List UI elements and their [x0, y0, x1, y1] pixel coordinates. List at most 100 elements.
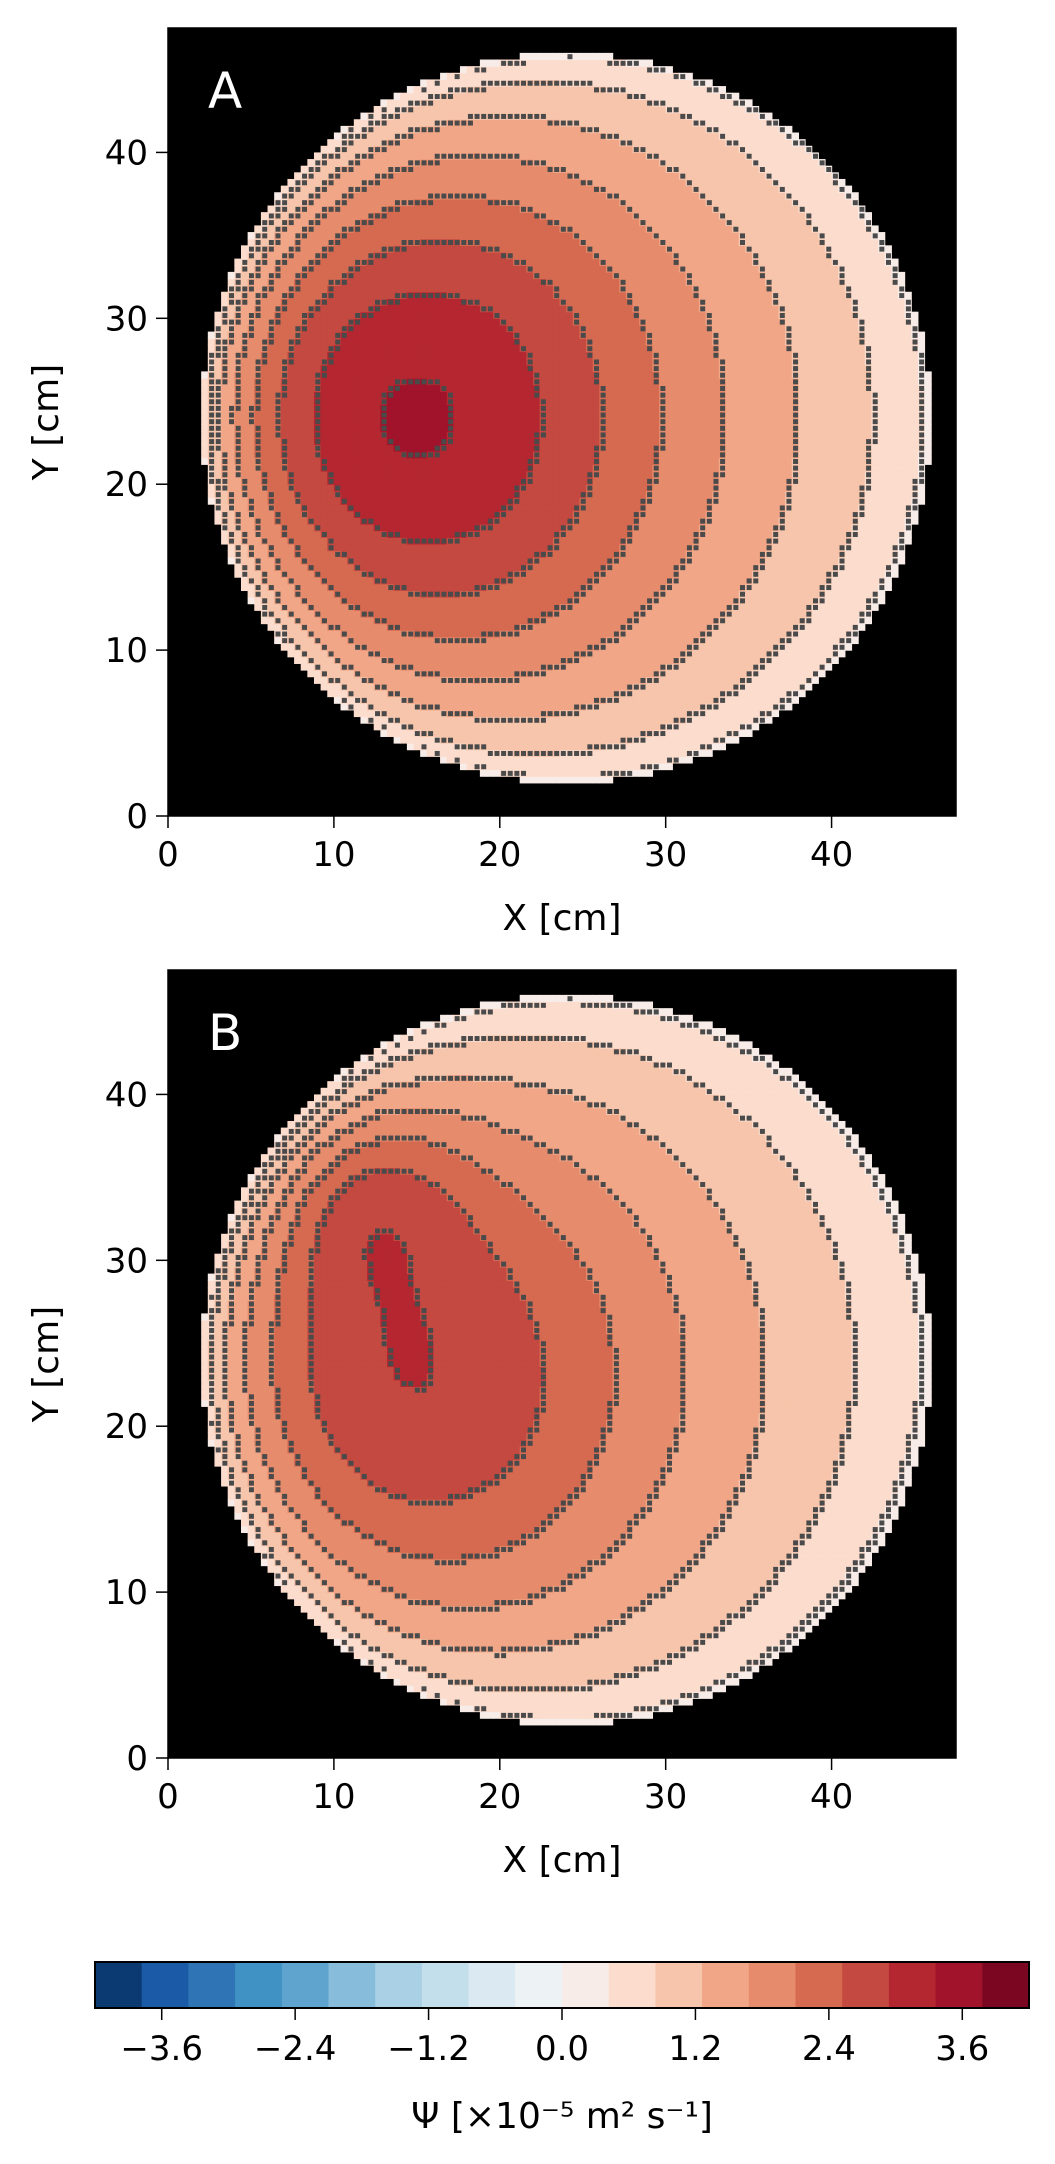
- contour-cell: [347, 437, 355, 445]
- contour-cell: [473, 610, 481, 618]
- contour-cell: [420, 411, 428, 419]
- contour-cell: [373, 451, 381, 459]
- contour-cell: [327, 663, 335, 671]
- contour-cell: [532, 298, 541, 306]
- contour-cell: [247, 477, 255, 485]
- contour-cell: [420, 185, 428, 193]
- contour-cell: [552, 225, 561, 233]
- contour-cell: [572, 105, 581, 114]
- contour-cell: [433, 397, 441, 406]
- contour-cell: [413, 689, 421, 698]
- contour-cell: [532, 205, 541, 213]
- contour-cell: [340, 378, 348, 386]
- contour-cell: [426, 105, 435, 114]
- contour-cell: [234, 338, 242, 346]
- contour-cell: [532, 490, 541, 499]
- contour-cell: [566, 530, 574, 538]
- contour-cell: [327, 159, 335, 167]
- contour-cell: [459, 358, 468, 366]
- contour-cell: [367, 397, 375, 406]
- contour-cell: [446, 656, 454, 664]
- contour-cell: [300, 411, 308, 419]
- contour-cell: [393, 563, 401, 572]
- contour-cell: [214, 311, 222, 319]
- contour-cell: [380, 597, 388, 605]
- contour-cell: [546, 125, 554, 134]
- contour-cell: [313, 550, 322, 558]
- contour-cell: [307, 417, 315, 426]
- contour-cell: [367, 490, 375, 499]
- contour-cell: [420, 311, 428, 319]
- contour-cell: [294, 384, 302, 392]
- contour-cell: [406, 404, 415, 412]
- contour-cell: [466, 630, 474, 638]
- contour-cell: [373, 258, 381, 266]
- contour-cell: [307, 391, 315, 399]
- contour-cell: [453, 696, 461, 704]
- contour-cell: [367, 590, 375, 598]
- contour-cell: [513, 105, 521, 114]
- contour-cell: [426, 464, 435, 472]
- contour-cell: [552, 524, 561, 532]
- contour-cell: [201, 444, 209, 452]
- contour-cell: [446, 218, 454, 227]
- contour-cell: [513, 132, 521, 140]
- contour-cell: [506, 729, 514, 737]
- contour-cell: [566, 358, 574, 366]
- contour-cell: [367, 497, 375, 505]
- contour-cell: [380, 716, 388, 724]
- contour-cell: [267, 451, 275, 459]
- contour-cell: [327, 271, 335, 280]
- contour-cell: [327, 464, 335, 472]
- contour-cell: [267, 577, 275, 585]
- contour-cell: [459, 271, 468, 280]
- contour-cell: [294, 172, 302, 180]
- contour-cell: [546, 636, 554, 645]
- contour-cell: [327, 683, 335, 691]
- contour-cell: [539, 145, 547, 154]
- contour-cell: [380, 132, 388, 140]
- contour-cell: [367, 338, 375, 346]
- contour-cell: [546, 484, 554, 492]
- contour-cell: [526, 776, 534, 784]
- contour-cell: [320, 451, 328, 459]
- contour-cell: [327, 451, 335, 459]
- contour-cell: [539, 165, 547, 173]
- contour-cell: [287, 205, 295, 213]
- contour-cell: [473, 411, 481, 419]
- contour-cell: [367, 484, 375, 492]
- contour-cell: [459, 543, 468, 552]
- contour-cell: [459, 437, 468, 445]
- contour-cell: [307, 550, 315, 558]
- contour-cell: [327, 530, 335, 538]
- contour-cell: [526, 663, 534, 671]
- contour-cell: [566, 477, 574, 485]
- contour-cell: [433, 112, 441, 120]
- contour-cell: [386, 517, 395, 525]
- contour-cell: [280, 424, 289, 432]
- contour-cell: [367, 271, 375, 280]
- contour-cell: [406, 736, 415, 744]
- contour-cell: [227, 278, 235, 286]
- contour-cell: [486, 251, 494, 260]
- contour-cell: [393, 723, 401, 731]
- contour-cell: [400, 431, 408, 439]
- contour-cell: [373, 610, 381, 618]
- contour-cell: [420, 285, 428, 293]
- contour-cell: [493, 344, 501, 353]
- contour-cell: [579, 762, 587, 771]
- contour-cell: [566, 716, 574, 724]
- contour-cell: [386, 703, 395, 711]
- contour-cell: [320, 344, 328, 353]
- contour-cell: [320, 192, 328, 200]
- contour-cell: [506, 404, 514, 412]
- contour-cell: [546, 464, 554, 472]
- contour-cell: [420, 444, 428, 452]
- contour-cell: [532, 623, 541, 631]
- contour-cell: [400, 139, 408, 147]
- contour-cell: [426, 424, 435, 432]
- contour-cell: [307, 616, 315, 625]
- contour-cell: [513, 271, 521, 280]
- contour-cell: [440, 550, 448, 558]
- contour-cell: [367, 159, 375, 167]
